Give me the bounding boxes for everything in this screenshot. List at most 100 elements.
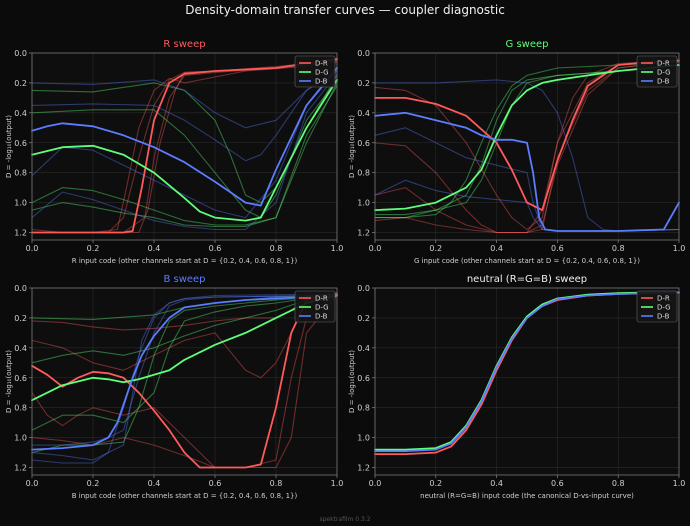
r-sweep-series-line-d-b-14	[31, 73, 338, 231]
b-sweep-series-line-d-r-5	[31, 294, 338, 469]
b-sweep-y-tick-label: 0.4	[14, 344, 27, 353]
b-sweep-legend-label-d-b: D-B	[315, 313, 328, 321]
g-sweep-y-tick-label: 1.0	[357, 199, 370, 208]
r-sweep-series-line-d-r-main	[31, 58, 338, 234]
b-sweep-series-line-d-b-13	[31, 294, 338, 461]
g-sweep-frame	[374, 52, 680, 241]
neutral-sweep-legend: D-RD-GD-B	[636, 290, 678, 323]
g-sweep-x-tick-label: 0.6	[551, 244, 564, 253]
g-sweep-series-line-d-g-main	[374, 64, 680, 211]
g-sweep-series-line-d-r-6	[374, 59, 680, 234]
r-sweep-series-line-d-g-10	[31, 82, 338, 228]
b-sweep-series-line-d-g-8	[31, 294, 338, 431]
b-sweep-y-tick-label: 0.6	[14, 374, 27, 383]
g-sweep-series-line-d-g-9	[374, 61, 680, 219]
r-sweep-x-tick-label: 0.2	[87, 244, 100, 253]
r-sweep-y-axis-label: D = -log₁₀(output)	[5, 115, 13, 178]
neutral-sweep-x-tick-label: 1.0	[673, 479, 686, 488]
r-sweep-x-tick-label: 0.4	[148, 244, 161, 253]
r-sweep-legend-label-d-b: D-B	[315, 78, 328, 86]
b-sweep-y-axis-label: D = -log₁₀(output)	[5, 350, 13, 413]
b-sweep-x-tick-label: 0.8	[270, 479, 283, 488]
b-sweep-series-line-d-r-main	[31, 293, 338, 469]
b-sweep-y-tick-label: 1.2	[14, 464, 27, 473]
r-sweep-x-tick-label: 0.8	[270, 244, 283, 253]
figure-title: Density-domain transfer curves — coupler…	[185, 3, 505, 17]
neutral-sweep-y-tick-label: 1.0	[357, 434, 370, 443]
g-sweep-x-tick-label: 0.8	[612, 244, 625, 253]
b-sweep-x-tick-label: 0.2	[87, 479, 100, 488]
r-sweep-series-line-d-g-9	[31, 85, 338, 226]
r-sweep-legend-label-d-g: D-G	[315, 69, 329, 77]
b-sweep-series-line-d-b-12	[31, 294, 338, 446]
neutral-sweep-y-tick-label: 0.8	[357, 404, 370, 413]
b-sweep-y-tick-label: 1.0	[14, 434, 27, 443]
r-sweep-title: R sweep	[163, 39, 205, 50]
g-sweep-x-tick-label: 0.4	[490, 244, 503, 253]
r-sweep-x-tick-label: 1.0	[331, 244, 344, 253]
r-sweep-series-line-d-r-6	[31, 61, 338, 234]
b-sweep-legend: D-RD-GD-B	[294, 290, 336, 323]
g-sweep-panel: 0.0 0.2 0.4 0.6 0.8 1.0 0.0 0.2 0.4 0.6 0.8 1.0 1.2 G…	[348, 39, 685, 265]
neutral-sweep-y-axis-label: D = -log₁₀(output)	[348, 350, 356, 413]
r-sweep-panel: 0.0 0.2 0.4 0.6 0.8 1.0 0.0 0.2 0.4 0.6 0.8 1.0 1.2 R…	[5, 39, 343, 265]
b-sweep-legend-label-d-g: D-G	[315, 304, 329, 312]
neutral-sweep-x-tick-label: 0.0	[369, 479, 382, 488]
neutral-sweep-x-tick-label: 0.4	[490, 479, 503, 488]
g-sweep-y-tick-label: 0.8	[357, 169, 370, 178]
g-sweep-title: G sweep	[506, 39, 549, 50]
neutral-sweep-frame	[374, 287, 680, 476]
b-sweep-x-tick-label: 0.6	[209, 479, 222, 488]
r-sweep-series-line-d-b-13	[31, 70, 338, 219]
chart-panels: 0.0 0.2 0.4 0.6 0.8 1.0 0.0 0.2 0.4 0.6 0.8 1.0 1.2 R…	[5, 39, 685, 500]
neutral-sweep-panel: 0.0 0.2 0.4 0.6 0.8 1.0 0.0 0.2 0.4 0.6 0.8 1.0 1.2 n…	[348, 274, 685, 500]
neutral-sweep-x-tick-label: 0.6	[551, 479, 564, 488]
r-sweep-y-tick-label: 0.4	[14, 109, 27, 118]
r-sweep-x-tick-label: 0.0	[26, 244, 39, 253]
neutral-sweep-x-tick-label: 0.8	[612, 479, 625, 488]
neutral-sweep-x-tick-label: 0.2	[429, 479, 442, 488]
g-sweep-series-line-d-b-10	[374, 79, 680, 232]
b-sweep-series-line-d-g-7	[31, 294, 338, 364]
b-sweep-series-line-d-b-main	[31, 294, 338, 451]
g-sweep-x-tick-label: 0.0	[369, 244, 382, 253]
r-sweep-series-line-d-g-main	[31, 79, 338, 222]
neutral-sweep-y-tick-label: 0.2	[357, 314, 370, 323]
b-sweep-legend-label-d-r: D-R	[315, 295, 328, 303]
r-sweep-y-tick-label: 0.8	[14, 169, 27, 178]
r-sweep-frame	[31, 52, 338, 241]
neutral-sweep-series-line-d-b-main	[374, 291, 680, 452]
neutral-sweep-series	[374, 291, 680, 455]
g-sweep-y-tick-label: 1.2	[357, 229, 370, 238]
g-sweep-legend-label-d-r: D-R	[657, 60, 670, 68]
b-sweep-y-tick-label: 0.2	[14, 314, 27, 323]
b-sweep-x-tick-label: 0.0	[26, 479, 39, 488]
neutral-sweep-y-tick-label: 0.6	[357, 374, 370, 383]
g-sweep-y-tick-label: 0.4	[357, 109, 370, 118]
r-sweep-y-tick-label: 1.2	[14, 229, 27, 238]
r-sweep-series-line-d-b-12	[31, 67, 338, 162]
g-sweep-y-tick-label: 0.2	[357, 79, 370, 88]
b-sweep-title: B sweep	[163, 274, 205, 285]
r-sweep-x-tick-label: 0.6	[209, 244, 222, 253]
r-sweep-y-tick-label: 1.0	[14, 199, 27, 208]
g-sweep-series	[374, 59, 680, 234]
neutral-sweep-y-tick-label: 0.0	[357, 284, 370, 293]
neutral-sweep-title: neutral (R=G=B) sweep	[467, 274, 587, 285]
neutral-sweep-legend-label-d-r: D-R	[657, 295, 670, 303]
r-sweep-y-tick-label: 0.2	[14, 79, 27, 88]
b-sweep-panel: 0.0 0.2 0.4 0.6 0.8 1.0 0.0 0.2 0.4 0.6 0.8 1.0 1.2 B…	[5, 274, 343, 500]
r-sweep-series-line-d-b-11	[31, 70, 338, 129]
r-sweep-legend-label-d-r: D-R	[315, 60, 328, 68]
b-sweep-y-tick-label: 0.0	[14, 284, 27, 293]
g-sweep-x-tick-label: 1.0	[673, 244, 686, 253]
g-sweep-y-axis-label: D = -log₁₀(output)	[348, 115, 356, 178]
b-sweep-plot-area	[32, 288, 337, 475]
g-sweep-legend-label-d-b: D-B	[657, 78, 670, 86]
r-sweep-series-line-d-b-main	[31, 67, 338, 207]
g-sweep-x-tick-label: 0.2	[429, 244, 442, 253]
r-sweep-series	[31, 58, 338, 234]
g-sweep-y-tick-label: 0.0	[357, 49, 370, 58]
g-sweep-legend-label-d-g: D-G	[657, 69, 671, 77]
